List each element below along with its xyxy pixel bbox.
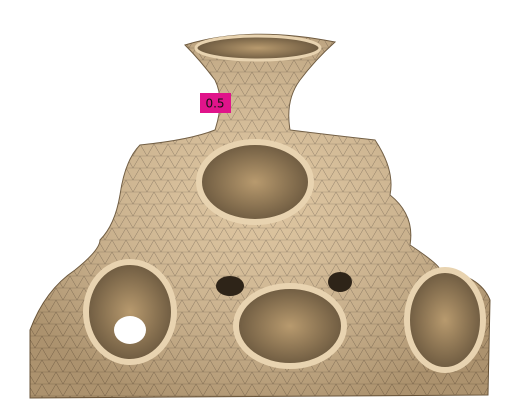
mesh-body bbox=[29, 33, 491, 399]
value-label: 0.5 bbox=[205, 97, 224, 111]
label-badge bbox=[200, 93, 231, 113]
